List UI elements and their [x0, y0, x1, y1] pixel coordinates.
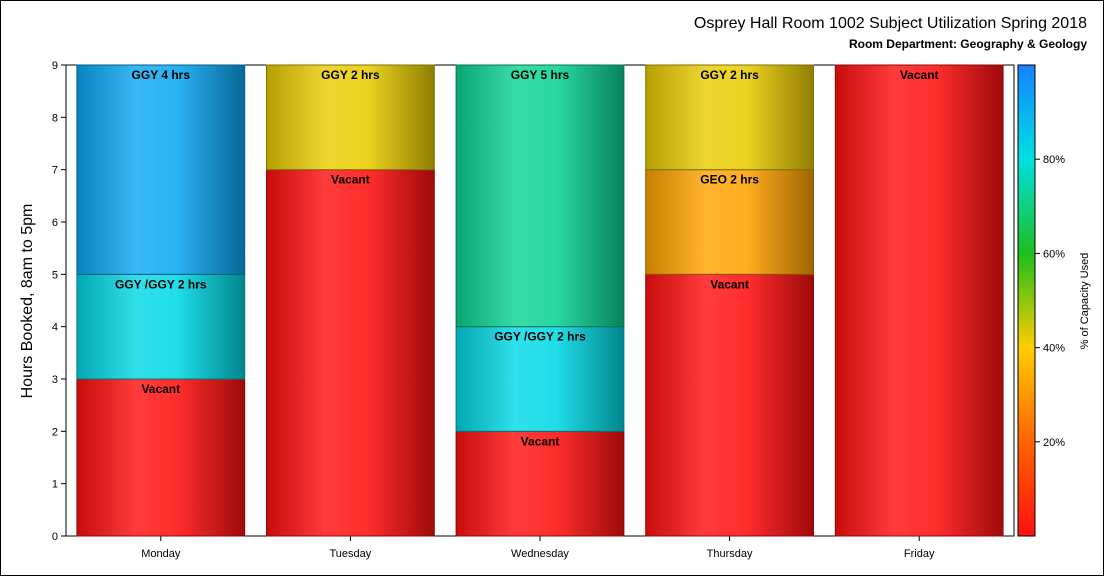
bar-segment[interactable] — [645, 64, 814, 171]
colorbar-tick-label: 40% — [1043, 343, 1065, 355]
y-axis: 0 1 2 3 4 5 6 7 8 9 — [52, 60, 66, 543]
bar-segment[interactable] — [455, 64, 625, 328]
bar-segment[interactable] — [76, 64, 246, 275]
bar-segment-label: Vacant — [141, 382, 180, 396]
chart-title: Osprey Hall Room 1002 Subject Utilizatio… — [694, 15, 1087, 32]
colorbar-tick-label: 20% — [1043, 437, 1065, 449]
y-tick-label: 3 — [52, 374, 58, 386]
bar-segment[interactable] — [834, 64, 1004, 537]
bar-segment[interactable] — [455, 430, 625, 537]
colorbar-tick-label: 60% — [1043, 248, 1065, 260]
y-tick-label: 6 — [52, 217, 58, 229]
x-tick-label: Thursday — [707, 548, 753, 560]
bar-segment-label: GGY 2 hrs — [321, 68, 380, 82]
bar-segment-label: Vacant — [521, 434, 560, 448]
bar-segment[interactable] — [455, 326, 625, 432]
y-tick-label: 2 — [52, 426, 58, 438]
colorbar-title: % of Capacity Used — [1079, 253, 1091, 350]
x-tick-label: Wednesday — [511, 548, 569, 560]
bar-segment[interactable] — [266, 64, 435, 171]
bar-segment[interactable] — [76, 273, 246, 380]
y-tick-label: 8 — [52, 112, 58, 124]
bar-segment-label: GEO 2 hrs — [700, 173, 759, 187]
bar-segment[interactable] — [76, 378, 246, 537]
bar-segment-label: GGY 5 hrs — [511, 68, 570, 82]
bar-segment-label: Vacant — [710, 277, 749, 291]
y-tick-label: 4 — [52, 322, 58, 334]
x-tick-label: Tuesday — [330, 548, 372, 560]
bar-stack-wednesday: Vacant GGY /GGY 2 hrs GGY 5 hrs — [455, 64, 625, 537]
x-axis: Monday Tuesday Wednesday Thursday Friday — [141, 536, 935, 560]
bar-segment-label: GGY /GGY 2 hrs — [115, 277, 207, 291]
bar-segment-label: Vacant — [900, 68, 939, 82]
bar-segment-label: GGY 2 hrs — [700, 68, 759, 82]
bar-stack-friday: Vacant — [834, 64, 1004, 537]
bar-segment[interactable] — [645, 169, 814, 275]
y-tick-label: 0 — [52, 531, 58, 543]
bar-segment[interactable] — [266, 169, 435, 537]
bars: Vacant GGY /GGY 2 hrs GGY 4 hrs Vacant GGY 2… — [76, 64, 1004, 537]
colorbar-legend: % of Capacity Used 20% 40% 60% 80% — [1017, 64, 1091, 537]
bar-stack-monday: Vacant GGY /GGY 2 hrs GGY 4 hrs — [76, 64, 246, 537]
x-tick-label: Friday — [904, 548, 935, 560]
bar-segment-label: GGY 4 hrs — [132, 68, 191, 82]
colorbar — [1017, 64, 1036, 537]
bar-stack-tuesday: Vacant GGY 2 hrs — [266, 64, 435, 537]
bar-stack-thursday: Vacant GEO 2 hrs GGY 2 hrs — [645, 64, 814, 537]
y-tick-label: 5 — [52, 269, 58, 281]
y-tick-label: 9 — [52, 60, 58, 72]
colorbar-tick-label: 80% — [1043, 154, 1065, 166]
x-tick-label: Monday — [141, 548, 181, 560]
y-tick-label: 1 — [52, 479, 58, 491]
bar-segment-label: GGY /GGY 2 hrs — [494, 330, 586, 344]
bar-segment[interactable] — [645, 273, 814, 537]
y-axis-title: Hours Booked, 8am to 5pm — [19, 204, 36, 399]
bar-segment-label: Vacant — [331, 173, 370, 187]
y-tick-label: 7 — [52, 165, 58, 177]
chart-subtitle: Room Department: Geography & Geology — [849, 37, 1087, 51]
